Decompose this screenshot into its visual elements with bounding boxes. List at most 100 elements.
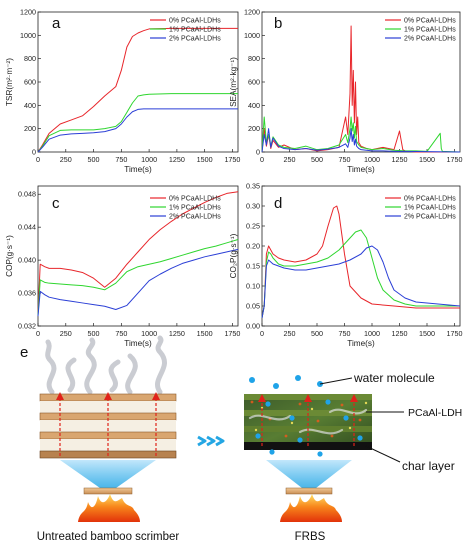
- x-tick-label: 1500: [419, 155, 435, 164]
- label-pointers: [319, 377, 404, 463]
- x-tick-label: 750: [339, 155, 351, 164]
- y-tick-label: 400: [24, 101, 36, 110]
- legend-label: 1% PCaAl-LDHs: [404, 27, 456, 34]
- label-water-molecule: water molecule: [353, 371, 435, 385]
- y-tick-label: 0.040: [18, 256, 36, 265]
- x-tick-label: 0: [36, 155, 40, 164]
- y-tick-label: 0.032: [18, 322, 36, 331]
- y-tick-label: 600: [24, 78, 36, 87]
- x-tick-label: 1000: [364, 329, 380, 338]
- y-tick-label: 600: [248, 78, 260, 87]
- series-line-2: [37, 248, 239, 317]
- x-tick-label: 500: [311, 155, 323, 164]
- y-axis-label: SEA(m²·kg⁻¹): [229, 57, 238, 107]
- y-tick-label: 1200: [20, 8, 36, 17]
- x-tick-label: 250: [284, 155, 296, 164]
- x-axis-label: Time(s): [124, 339, 152, 348]
- panel-letter-c: c: [52, 195, 60, 212]
- chart-panels: 0 250 500 750 1000 1250 1500 1750 0 200 400 600 800 1…: [5, 8, 463, 349]
- y-tick-label: 0.30: [246, 202, 260, 211]
- y-tick-label: 0.044: [18, 223, 36, 232]
- label-char-layer: char layer: [402, 459, 455, 473]
- x-tick-label: 1750: [224, 329, 240, 338]
- x-tick-label: 1000: [141, 155, 157, 164]
- x-tick-label: 0: [260, 155, 264, 164]
- y-tick-label: 800: [24, 54, 36, 63]
- legend-label: 0% PCaAl-LDHs: [169, 18, 221, 25]
- plot-frame: [261, 11, 461, 153]
- x-tick-label: 1500: [197, 155, 213, 164]
- legend-label: 2% PCaAl-LDHs: [169, 36, 221, 43]
- legend-label: 0% PCaAl-LDHs: [404, 196, 456, 203]
- right-caption: FRBS: [295, 531, 326, 543]
- x-tick-label: 1250: [169, 329, 185, 338]
- series-line-0: [261, 205, 460, 319]
- x-tick-label: 250: [60, 329, 72, 338]
- chart-panel-c: 0 250 500 750 1000 1250 1500 1750 0.032 0.036 0.04…: [5, 185, 240, 348]
- y-axis-label: CO₂P(g·s⁻¹): [229, 233, 238, 278]
- x-tick-label: 1750: [447, 329, 463, 338]
- x-tick-label: 0: [260, 329, 264, 338]
- x-tick-label: 750: [115, 155, 127, 164]
- series-line-0: [37, 191, 239, 314]
- y-tick-label: 200: [248, 124, 260, 133]
- frbs-stack: [244, 375, 372, 457]
- y-tick-label: 0: [256, 148, 260, 157]
- y-tick-label: 0.036: [18, 289, 36, 298]
- y-tick-label: 0.00: [246, 322, 260, 331]
- y-tick-label: 1200: [244, 8, 260, 17]
- x-axis-label: Time(s): [124, 165, 152, 174]
- plot-frame: [37, 185, 239, 327]
- series-line-1: [261, 229, 460, 319]
- x-tick-label: 1750: [447, 155, 463, 164]
- legend-label: 2% PCaAl-LDHs: [404, 36, 456, 43]
- legend-label: 1% PCaAl-LDHs: [169, 205, 221, 212]
- x-axis-label: Time(s): [347, 339, 375, 348]
- fire-left: [78, 487, 140, 522]
- smoke-left: [45, 335, 167, 395]
- y-tick-label: 800: [248, 54, 260, 63]
- x-tick-label: 500: [88, 329, 100, 338]
- fire-right: [280, 487, 342, 522]
- legend-label: 2% PCaAl-LDHs: [404, 214, 456, 221]
- series-line-2: [261, 245, 461, 319]
- chart-panel-a: 0 250 500 750 1000 1250 1500 1750 0 200 400 600 800 1…: [5, 8, 240, 175]
- legend-label: 1% PCaAl-LDHs: [169, 27, 221, 34]
- x-tick-label: 1500: [419, 329, 435, 338]
- schematic-panel-e: e: [20, 335, 462, 543]
- untreated-scrimber-stack: [39, 392, 177, 459]
- series-line-1: [37, 239, 239, 316]
- x-tick-label: 1000: [141, 329, 157, 338]
- x-tick-label: 500: [311, 329, 323, 338]
- panel-letter-e: e: [20, 344, 28, 361]
- heat-beam-right: [266, 460, 352, 488]
- x-tick-label: 750: [115, 329, 127, 338]
- legend-label: 2% PCaAl-LDHs: [169, 214, 221, 221]
- series-line-1: [37, 93, 238, 153]
- legend-label: 0% PCaAl-LDHs: [404, 18, 456, 25]
- arrow-chevrons-icon: [197, 435, 225, 447]
- label-pcaal-ldh: PCaAl-LDH: [408, 407, 462, 419]
- series-line-0: [261, 25, 460, 153]
- y-tick-label: 0.20: [246, 242, 260, 251]
- y-axis-label: TSR(m²·m⁻²): [5, 58, 14, 106]
- y-tick-label: 0: [32, 148, 36, 157]
- x-tick-label: 1250: [392, 329, 408, 338]
- legend-label: 1% PCaAl-LDHs: [404, 205, 456, 212]
- x-tick-label: 750: [339, 329, 351, 338]
- x-tick-label: 1750: [224, 155, 240, 164]
- x-tick-label: 1000: [364, 155, 380, 164]
- x-tick-label: 1250: [392, 155, 408, 164]
- y-tick-label: 400: [248, 101, 260, 110]
- panel-letter-d: d: [274, 195, 282, 212]
- x-tick-label: 500: [88, 155, 100, 164]
- series-line-2: [37, 108, 238, 153]
- y-tick-label: 1000: [244, 31, 260, 40]
- x-axis-label: Time(s): [347, 165, 375, 174]
- y-axis-label: COP(g·s⁻¹): [5, 235, 14, 277]
- y-tick-label: 0.25: [246, 222, 260, 231]
- x-tick-label: 0: [36, 329, 40, 338]
- x-tick-label: 1250: [169, 155, 185, 164]
- legend-label: 0% PCaAl-LDHs: [169, 196, 221, 203]
